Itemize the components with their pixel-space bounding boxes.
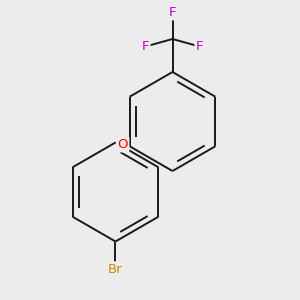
Text: F: F <box>169 6 176 19</box>
Text: O: O <box>117 138 128 151</box>
Text: F: F <box>196 40 203 53</box>
Text: Br: Br <box>108 262 123 276</box>
Text: F: F <box>142 40 149 53</box>
